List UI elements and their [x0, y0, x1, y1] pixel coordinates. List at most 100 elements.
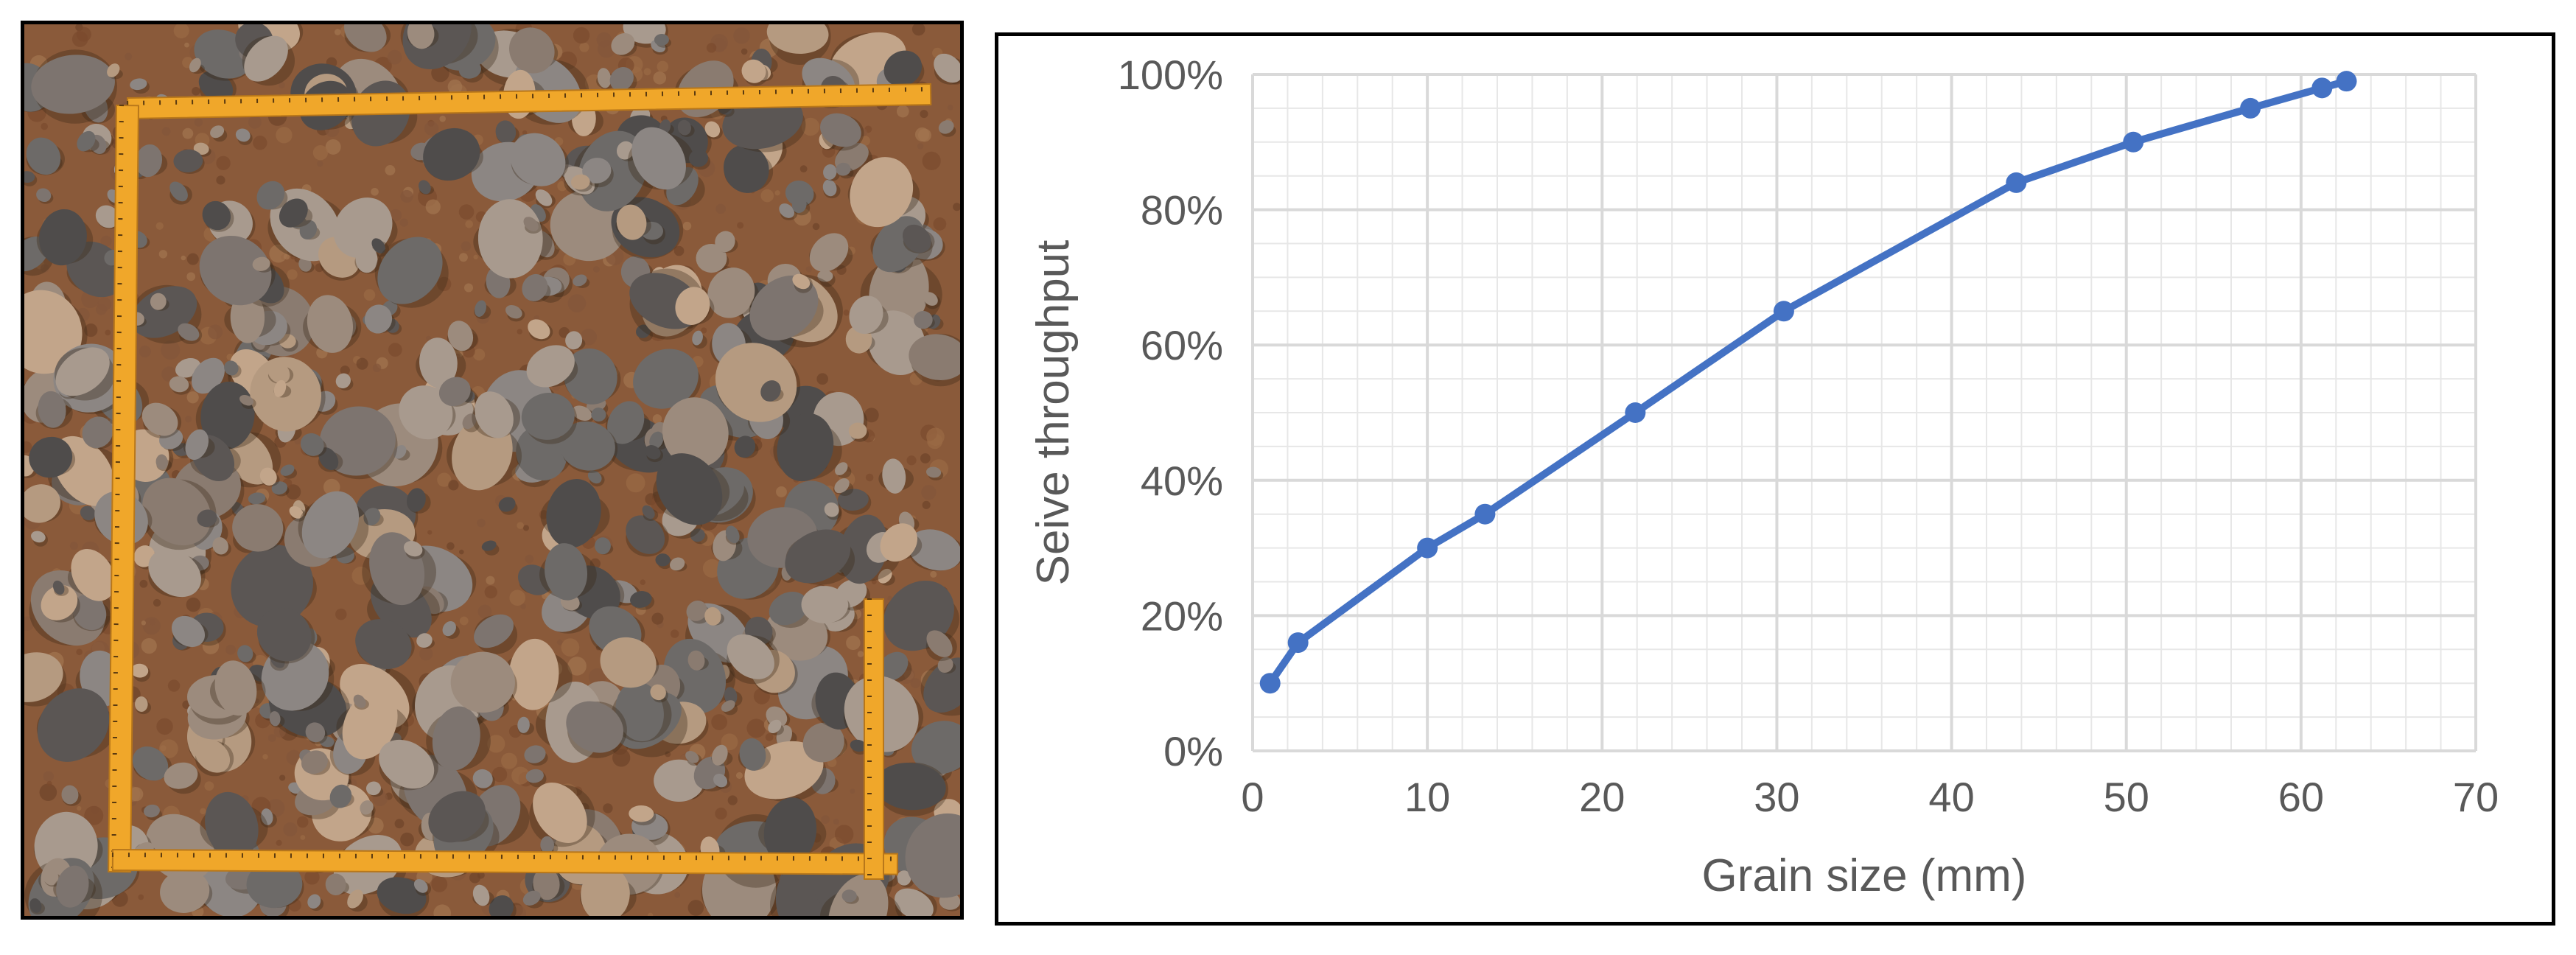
stone — [210, 125, 225, 139]
stone — [416, 633, 433, 648]
soil-speck — [424, 121, 439, 136]
soil-speck — [836, 265, 847, 275]
soil-speck — [296, 816, 309, 828]
stone — [769, 592, 808, 626]
stone — [256, 607, 312, 662]
stone — [72, 594, 107, 631]
stone — [712, 744, 728, 766]
stone — [150, 293, 167, 310]
stone — [472, 884, 490, 906]
data-point — [1417, 537, 1438, 559]
stone — [36, 188, 52, 203]
soil-speck — [138, 894, 144, 900]
soil-speck — [733, 27, 750, 44]
stone — [791, 196, 807, 214]
stone — [319, 736, 335, 747]
stone — [342, 690, 398, 760]
stone — [353, 694, 366, 708]
y-tick-label: 80% — [1141, 187, 1223, 234]
stone — [205, 791, 259, 859]
x-tick-label: 40 — [1928, 774, 1974, 820]
soil-speck — [248, 115, 262, 129]
stone — [850, 739, 867, 752]
stone — [325, 873, 346, 895]
stone — [130, 663, 149, 678]
soil-speck — [657, 60, 669, 73]
y-tick-labels: 0% 20% 40% 60% 80% 100% — [1118, 52, 1223, 774]
stone — [155, 454, 168, 470]
stone — [169, 181, 188, 202]
soil-speck — [186, 272, 196, 281]
stone — [419, 180, 431, 195]
stone — [510, 133, 566, 186]
stone — [581, 866, 630, 916]
grid — [1251, 73, 2477, 752]
stone — [649, 431, 664, 449]
stone — [533, 867, 560, 900]
stone — [462, 413, 477, 430]
stone — [739, 738, 766, 771]
stone — [428, 791, 486, 843]
stone — [687, 650, 705, 671]
stone — [212, 537, 228, 555]
stone — [533, 782, 587, 843]
soil-speck — [387, 49, 402, 65]
stone — [347, 889, 363, 909]
stone — [319, 406, 396, 476]
soil-speck — [799, 165, 808, 173]
stone — [82, 416, 113, 449]
soil-speck — [701, 327, 707, 334]
soil-speck — [573, 27, 590, 44]
x-tick-label: 50 — [2104, 774, 2149, 820]
soil-speck — [182, 127, 194, 139]
stone — [403, 541, 423, 557]
stone — [559, 421, 615, 471]
soil-speck — [721, 733, 738, 751]
stone — [136, 144, 163, 178]
stone — [914, 310, 933, 329]
soil-speck — [673, 245, 685, 256]
stone — [224, 360, 239, 376]
soil-speck — [437, 472, 452, 487]
soil-speck — [372, 363, 382, 373]
stone — [419, 337, 458, 388]
stone — [80, 506, 96, 521]
stone — [763, 797, 817, 866]
soil-speck — [300, 835, 306, 840]
stone — [675, 287, 710, 325]
soil-speck — [84, 805, 104, 825]
soil-speck — [930, 570, 937, 578]
soil-speck — [871, 579, 877, 585]
soil-speck — [269, 244, 288, 263]
stone — [669, 557, 685, 571]
stone — [246, 860, 303, 909]
stone — [24, 171, 35, 183]
soil-speck — [922, 151, 941, 170]
stone — [273, 379, 287, 397]
stone — [723, 144, 769, 193]
soil-speck — [776, 486, 787, 497]
stone — [279, 198, 308, 228]
y-tick-label: 40% — [1141, 458, 1223, 504]
soil-speck — [124, 52, 133, 60]
stone — [300, 433, 324, 456]
stone — [696, 243, 727, 273]
stone — [231, 545, 314, 628]
stone — [39, 209, 87, 266]
stone — [244, 35, 288, 82]
stone — [142, 478, 211, 546]
stone — [923, 657, 960, 713]
stone — [785, 180, 814, 207]
stone — [909, 334, 960, 380]
soil-speck — [579, 42, 589, 52]
stone — [894, 888, 934, 916]
stone — [505, 304, 522, 319]
soil-speck — [561, 638, 580, 657]
stone — [393, 445, 407, 459]
soil-speck — [465, 220, 474, 228]
x-tick-label: 0 — [1241, 774, 1264, 820]
gravel-photo — [21, 21, 964, 920]
soil-speck — [914, 127, 930, 142]
stone — [595, 537, 611, 555]
stone — [516, 426, 567, 480]
